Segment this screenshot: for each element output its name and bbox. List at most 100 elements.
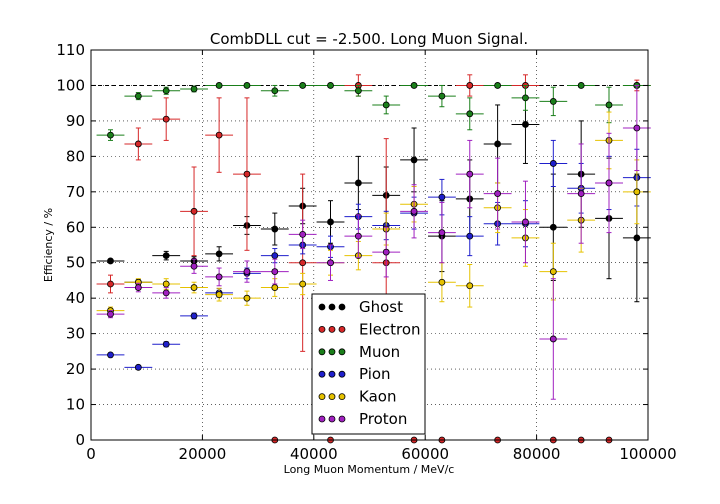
proton-point — [354, 232, 362, 240]
proton-point — [577, 190, 585, 197]
muon-point — [494, 82, 502, 89]
y-tick-label: 60 — [66, 218, 85, 236]
ghost-point — [327, 218, 334, 226]
proton-point — [466, 170, 474, 178]
legend-marker — [338, 415, 346, 423]
pion-point — [438, 193, 446, 201]
muon-point — [382, 101, 390, 109]
legend-entry-kaon: Kaon — [318, 388, 396, 406]
muon-point — [243, 82, 251, 89]
legend-label: Proton — [359, 410, 407, 428]
series-muon — [96, 82, 651, 141]
muon-point — [299, 82, 307, 89]
y-tick-label: 50 — [66, 254, 85, 272]
legend-entry-pion: Pion — [318, 365, 391, 383]
legend-marker — [328, 348, 336, 356]
muon-point — [215, 82, 223, 89]
y-tick-label: 80 — [66, 147, 85, 165]
proton-point — [271, 268, 279, 275]
series-proton — [96, 84, 651, 400]
kaon-point — [190, 284, 198, 291]
ghost-point — [162, 252, 170, 260]
legend-entry-ghost: Ghost — [318, 298, 403, 316]
muon-point — [438, 92, 446, 100]
plot-frame — [90, 49, 649, 441]
muon-point — [354, 87, 362, 95]
kaon-point — [633, 188, 641, 196]
electron-point — [466, 82, 474, 89]
pion-point — [190, 312, 198, 320]
legend-marker — [338, 393, 346, 401]
x-tick-label: 60000 — [401, 445, 449, 463]
proton-point — [522, 218, 529, 226]
muon-point — [162, 87, 170, 95]
y-tick-label: 0 — [75, 431, 85, 449]
muon-point — [134, 92, 142, 100]
muon-point — [410, 82, 418, 89]
pion-point — [466, 232, 474, 240]
muon-point — [190, 85, 198, 93]
y-tick-label: 20 — [66, 360, 85, 378]
proton-point — [299, 230, 307, 238]
legend-marker — [328, 370, 336, 378]
y-tick-label: 100 — [56, 76, 85, 94]
kaon-point — [549, 268, 557, 275]
muon-point — [327, 82, 334, 89]
y-tick-label: 40 — [66, 289, 85, 307]
chart-title: CombDLL cut = -2.500. Long Muon Signal. — [210, 30, 528, 48]
electron-point — [215, 131, 223, 139]
legend-entry-muon: Muon — [318, 343, 400, 361]
pion-point — [271, 252, 279, 260]
kaon-point — [243, 294, 251, 302]
proton-point — [549, 335, 557, 343]
legend-marker — [328, 415, 336, 423]
electron-point — [299, 259, 307, 267]
proton-point — [438, 229, 446, 236]
legend-marker — [318, 415, 326, 423]
legend-marker — [338, 348, 346, 356]
ghost-point — [633, 234, 641, 242]
axis-ticks: 0 20000 40000 60000 80000 100000 0 10 20 30 40 50 60… — [56, 41, 676, 463]
x-axis-label: Long Muon Momentum / MeV/c — [284, 463, 455, 476]
pion-point — [162, 340, 170, 348]
x-tick-label: 80000 — [513, 445, 561, 463]
proton-point — [410, 207, 418, 215]
ghost-point — [354, 179, 362, 187]
kaon-point — [438, 278, 446, 286]
proton-point — [162, 289, 170, 297]
x-tick-label: 0 — [86, 445, 96, 463]
pion-point — [134, 363, 142, 371]
legend-marker — [318, 348, 326, 356]
muon-point — [605, 101, 613, 109]
kaon-point — [215, 291, 223, 299]
ghost-point — [494, 140, 502, 148]
legend-entry-electron: Electron — [318, 320, 421, 338]
legend-label: Electron — [359, 320, 421, 338]
y-tick-label: 110 — [56, 41, 85, 59]
series-kaon — [96, 111, 651, 315]
y-axis-label: Efficiency / % — [42, 208, 55, 282]
legend-marker — [338, 370, 346, 378]
legend-label: Ghost — [359, 298, 403, 316]
series-layer — [96, 74, 651, 444]
legend-entry-proton: Proton — [318, 410, 407, 428]
ghost-point — [107, 257, 114, 265]
proton-point — [107, 310, 114, 318]
electron-point — [107, 280, 114, 288]
legend-marker — [318, 370, 326, 378]
muon-point — [522, 94, 529, 102]
proton-point — [243, 268, 251, 275]
y-tick-label: 90 — [66, 112, 85, 130]
legend-marker — [338, 325, 346, 333]
proton-point — [605, 179, 613, 187]
x-tick-label: 100000 — [619, 445, 676, 463]
electron-point — [134, 140, 142, 148]
y-tick-label: 10 — [66, 396, 85, 414]
legend-marker — [328, 393, 336, 401]
muon-point — [466, 110, 474, 118]
pion-point — [549, 160, 557, 167]
proton-point — [494, 190, 502, 197]
proton-point — [327, 259, 334, 267]
proton-point — [633, 124, 641, 132]
